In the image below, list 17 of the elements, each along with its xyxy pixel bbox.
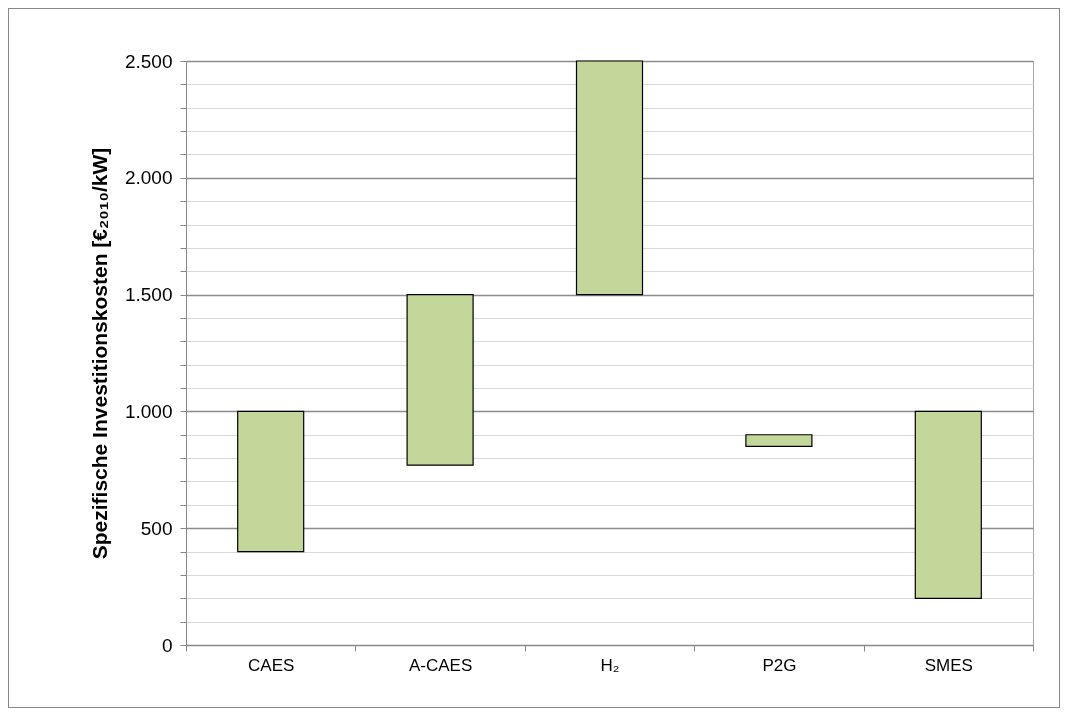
bar [406,294,474,466]
x-tick-label: CAES [248,655,295,675]
x-tick-label: SMES [924,655,973,675]
x-tick-label: A-CAES [408,655,473,675]
x-tick-label: H₂ [600,655,620,675]
bar [575,60,644,296]
x-tick-label: P2G [762,655,797,675]
y-tick-label: 2.500 [124,50,173,72]
bar [914,410,982,599]
y-tick-label: 1.000 [124,400,173,422]
y-tick-label: 2.000 [124,167,173,189]
bar [237,410,305,553]
y-tick-label: 0 [161,634,173,656]
y-tick-label: 1.500 [124,284,173,306]
y-axis-title: Spezifische Investitionskosten [€₂₀₁₀/kW] [87,147,111,560]
y-tick-label: 500 [140,517,173,539]
bar [745,434,813,448]
